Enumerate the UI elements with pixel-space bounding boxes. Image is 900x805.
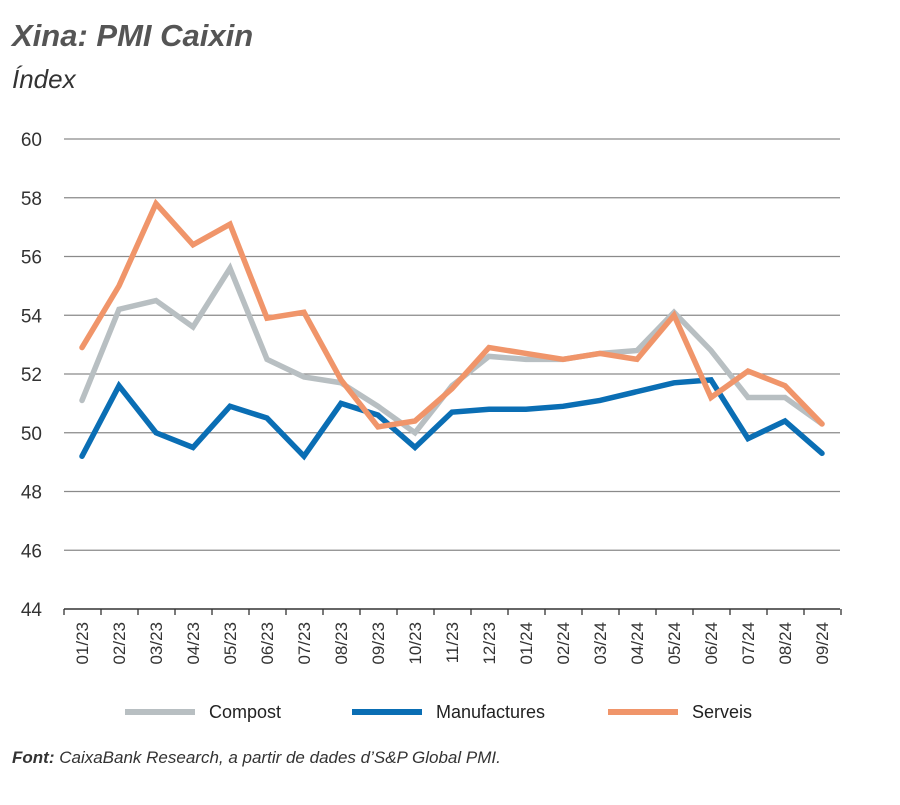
x-tick-label: 02/24 xyxy=(554,622,573,665)
legend-label: Manufactures xyxy=(436,702,545,722)
x-tick-label: 07/24 xyxy=(739,622,758,665)
x-tick-label: 09/23 xyxy=(369,622,388,665)
x-tick-label: 06/24 xyxy=(702,622,721,665)
x-tick-label: 01/23 xyxy=(73,622,92,665)
x-tick-label: 04/24 xyxy=(628,622,647,665)
x-tick-label: 02/23 xyxy=(110,622,129,665)
x-tick-label: 04/23 xyxy=(184,622,203,665)
x-tick-label: 06/23 xyxy=(258,622,277,665)
y-tick-label: 48 xyxy=(21,483,42,504)
x-tick-label: 11/23 xyxy=(443,622,462,663)
y-tick-label: 56 xyxy=(21,248,42,269)
y-tick-label: 60 xyxy=(21,130,42,151)
x-tick-label: 01/24 xyxy=(517,622,536,665)
x-tick-label: 08/24 xyxy=(776,622,795,665)
source-note: Font: CaixaBank Research, a partir de da… xyxy=(12,748,501,768)
series-line-compost xyxy=(79,262,825,437)
series-line-manufactures xyxy=(79,377,825,461)
y-tick-label: 44 xyxy=(21,600,43,621)
y-tick-label: 54 xyxy=(21,306,43,327)
source-text: CaixaBank Research, a partir de dades d’… xyxy=(54,748,501,767)
legend-label: Compost xyxy=(209,702,281,722)
x-tick-label: 07/23 xyxy=(295,622,314,665)
x-tick-label: 03/24 xyxy=(591,622,610,665)
x-tick-label: 09/24 xyxy=(813,622,832,665)
chart-title: Xina: PMI Caixin xyxy=(12,18,254,53)
x-tick-label: 12/23 xyxy=(480,622,499,665)
x-tick-label: 03/23 xyxy=(147,622,166,665)
y-tick-label: 50 xyxy=(21,424,42,445)
y-tick-label: 52 xyxy=(21,365,42,386)
legend-label: Serveis xyxy=(692,702,752,722)
chart-subtitle: Índex xyxy=(12,64,76,94)
series-line-serveis xyxy=(79,198,825,430)
y-tick-label: 58 xyxy=(21,189,42,210)
x-tick-label: 10/23 xyxy=(406,622,425,665)
y-tick-label: 46 xyxy=(21,541,42,562)
x-tick-label: 05/24 xyxy=(665,622,684,665)
x-tick-label: 05/23 xyxy=(221,622,240,665)
source-label: Font: xyxy=(12,748,55,767)
x-tick-label: 08/23 xyxy=(332,622,351,665)
line-chart: 44 46 48 50 52 54 56 58 60 01/23 02/23 03/23 04/23 05… xyxy=(21,130,842,722)
